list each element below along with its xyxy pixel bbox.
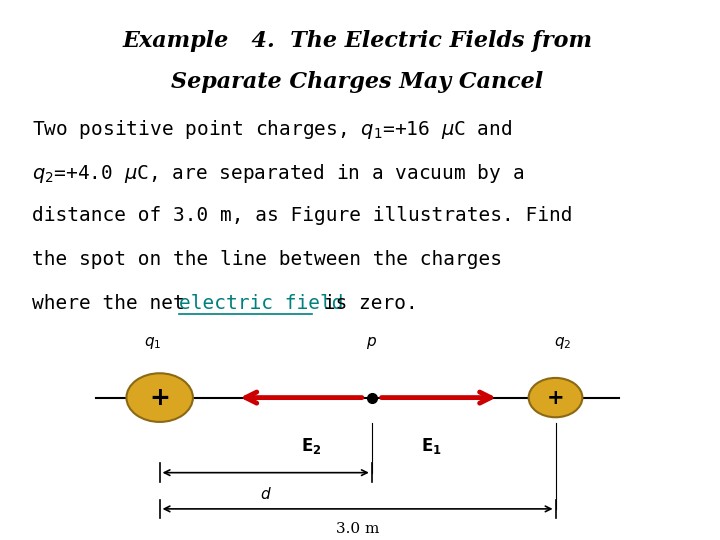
- Text: $q_1$: $q_1$: [144, 335, 161, 351]
- Circle shape: [528, 378, 582, 417]
- Text: 3.0 m: 3.0 m: [336, 522, 379, 536]
- Circle shape: [127, 373, 193, 422]
- Text: $q_2$=+4.0 $\mu$C, are separated in a vacuum by a: $q_2$=+4.0 $\mu$C, are separated in a va…: [32, 162, 525, 185]
- Text: $\mathbf{E_1}$: $\mathbf{E_1}$: [421, 436, 442, 456]
- Text: $d$: $d$: [260, 485, 271, 502]
- Text: Separate Charges May Cancel: Separate Charges May Cancel: [171, 71, 544, 93]
- Text: electric field: electric field: [179, 294, 344, 313]
- Text: $\mathbf{E_2}$: $\mathbf{E_2}$: [302, 436, 322, 456]
- Text: distance of 3.0 m, as Figure illustrates. Find: distance of 3.0 m, as Figure illustrates…: [32, 206, 573, 225]
- Text: where the net: where the net: [32, 294, 197, 313]
- Text: Two positive point charges, $q_1$=+16 $\mu$C and: Two positive point charges, $q_1$=+16 $\…: [32, 118, 513, 141]
- Text: the spot on the line between the charges: the spot on the line between the charges: [32, 250, 503, 269]
- Text: $p$: $p$: [366, 335, 377, 351]
- Text: $q_2$: $q_2$: [554, 335, 571, 351]
- Text: +: +: [546, 388, 564, 408]
- Text: is zero.: is zero.: [312, 294, 418, 313]
- Text: Example   4.  The Electric Fields from: Example 4. The Electric Fields from: [122, 30, 593, 52]
- Text: +: +: [149, 386, 170, 410]
